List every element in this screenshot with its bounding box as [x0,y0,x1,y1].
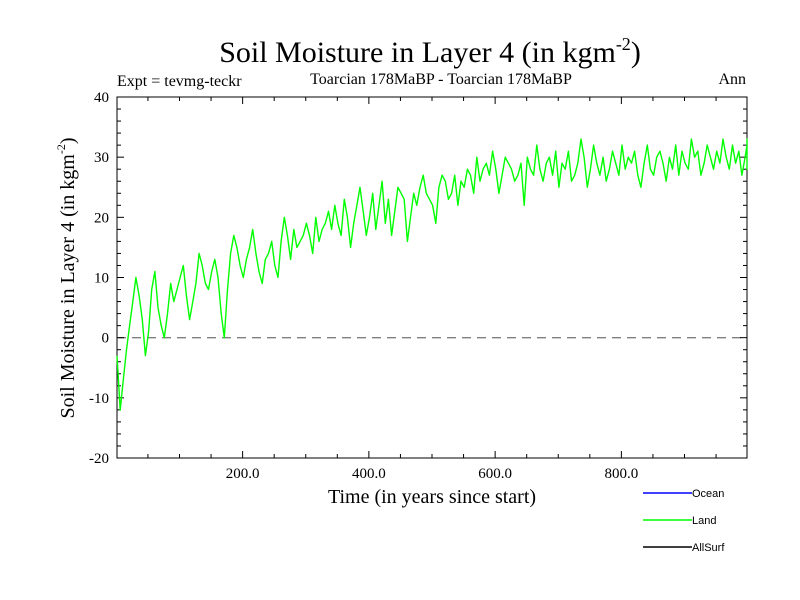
legend: Ocean Land AllSurf [643,488,725,554]
y-axis: -20 -10 0 10 20 30 40 [89,90,747,467]
y-tick-label: 30 [94,150,109,166]
subtitle-season: Ann [718,71,746,88]
legend-label-ocean: Ocean [692,488,724,500]
x-tick-label: 800.0 [605,466,639,482]
subtitle-experiment: Expt = tevmg-teckr [117,73,242,90]
x-tick-label: 200.0 [226,466,260,482]
x-axis: 200.0 400.0 600.0 800.0 [147,97,717,482]
x-tick-label: 600.0 [478,466,512,482]
y-tick-label: 0 [102,331,110,347]
series-group [116,138,748,411]
y-tick-label: 10 [94,271,109,287]
y-tick-label: 40 [94,90,109,106]
x-tick-label: 400.0 [352,466,386,482]
series-line-land [116,138,748,411]
y-axis-label: Soil Moisture in Layer 4 (in kgm-2) [54,137,79,418]
chart-title: Soil Moisture in Layer 4 (in kgm-2) [219,34,641,69]
subtitle-period: Toarcian 178MaBP - Toarcian 178MaBP [310,71,572,88]
y-tick-label: -10 [89,391,109,407]
legend-label-land: Land [692,515,716,527]
legend-label-allsurf: AllSurf [692,542,725,554]
y-tick-label: -20 [89,451,109,467]
plot-area [116,96,748,459]
y-tick-label: 20 [94,210,109,226]
x-axis-label: Time (in years since start) [328,486,536,508]
